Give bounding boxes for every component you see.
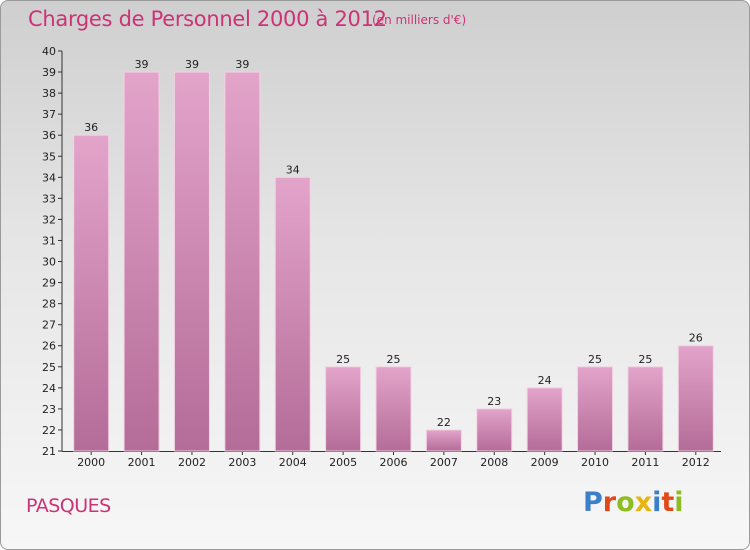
x-tick-label: 2012: [682, 456, 710, 469]
x-tick-label: 2005: [329, 456, 357, 469]
chart-title: Charges de Personnel 2000 à 2012: [28, 7, 387, 31]
x-tick-label: 2006: [380, 456, 408, 469]
y-tick-label: 35: [42, 150, 56, 163]
proxiti-logo[interactable]: Proxiti: [583, 487, 684, 518]
bar: [325, 366, 362, 452]
y-tick-label: 28: [42, 298, 56, 311]
y-tick-label: 27: [42, 319, 56, 332]
bar-value-label: 24: [538, 374, 552, 387]
logo-letter: i: [652, 487, 662, 518]
x-tick-label: 2000: [77, 456, 105, 469]
y-tick-label: 38: [42, 87, 56, 100]
bar-value-label: 25: [588, 353, 602, 366]
chart-subtitle: (en milliers d'€): [372, 13, 467, 27]
chart-axes: 21 22 23 24 25 26 27 28 29 30 31 32 33 34 35 36 37 38 39 40…: [42, 45, 721, 469]
logo-letter: o: [616, 487, 635, 518]
logo-letter: r: [602, 487, 617, 518]
x-tick-label: 2004: [279, 456, 307, 469]
y-tick-label: 26: [42, 340, 56, 353]
y-tick-label: 39: [42, 66, 56, 79]
x-tick-label: 2009: [531, 456, 559, 469]
y-tick-label: 36: [42, 129, 56, 142]
bar-value-label: 25: [336, 353, 350, 366]
y-tick-label: 33: [42, 192, 56, 205]
bar-value-label: 25: [387, 353, 401, 366]
bar-value-label: 36: [84, 121, 98, 134]
bar: [224, 71, 261, 452]
bar: [425, 429, 462, 452]
bar-value-label: 26: [689, 332, 703, 345]
x-tick-label: 2011: [631, 456, 659, 469]
y-tick-label: 24: [42, 382, 56, 395]
y-tick-label: 23: [42, 403, 56, 416]
bar: [476, 408, 513, 452]
y-tick-label: 34: [42, 171, 56, 184]
bar-value-label: 39: [185, 58, 199, 71]
y-tick-label: 21: [42, 445, 56, 458]
chart-data-labels: 36 39 39 39 34 25 25 22 23 24 25 25 26: [84, 58, 703, 429]
bar: [73, 134, 110, 452]
bar: [526, 387, 563, 452]
chart-bars: [73, 71, 714, 452]
logo-letter: t: [661, 487, 675, 518]
bar-value-label: 39: [135, 58, 149, 71]
x-tick-label: 2010: [581, 456, 609, 469]
bar-value-label: 22: [437, 416, 451, 429]
y-tick-label: 40: [42, 45, 56, 58]
x-tick-label: 2001: [128, 456, 156, 469]
y-tick-label: 31: [42, 234, 56, 247]
y-tick-label: 25: [42, 361, 56, 374]
y-tick-label: 22: [42, 424, 56, 437]
x-tick-label: 2003: [228, 456, 256, 469]
x-tick-label: 2007: [430, 456, 458, 469]
bar: [627, 366, 664, 452]
logo-letter: i: [674, 487, 684, 518]
bar-value-label: 39: [235, 58, 249, 71]
y-tick-label: 37: [42, 108, 56, 121]
town-name: PASQUES: [26, 495, 111, 517]
logo-letter: x: [634, 487, 653, 518]
y-tick-label: 32: [42, 213, 56, 226]
y-tick-label: 30: [42, 256, 56, 269]
bar: [375, 366, 412, 452]
bar: [577, 366, 614, 452]
x-tick-label: 2008: [480, 456, 508, 469]
bar-value-label: 34: [286, 163, 300, 176]
bar-value-label: 23: [487, 395, 501, 408]
bar: [677, 345, 714, 452]
bar: [274, 176, 311, 452]
bar: [173, 71, 210, 452]
logo-letter: P: [583, 487, 603, 518]
y-tick-label: 29: [42, 277, 56, 290]
bar-value-label: 25: [638, 353, 652, 366]
bar: [123, 71, 160, 452]
x-tick-label: 2002: [178, 456, 206, 469]
